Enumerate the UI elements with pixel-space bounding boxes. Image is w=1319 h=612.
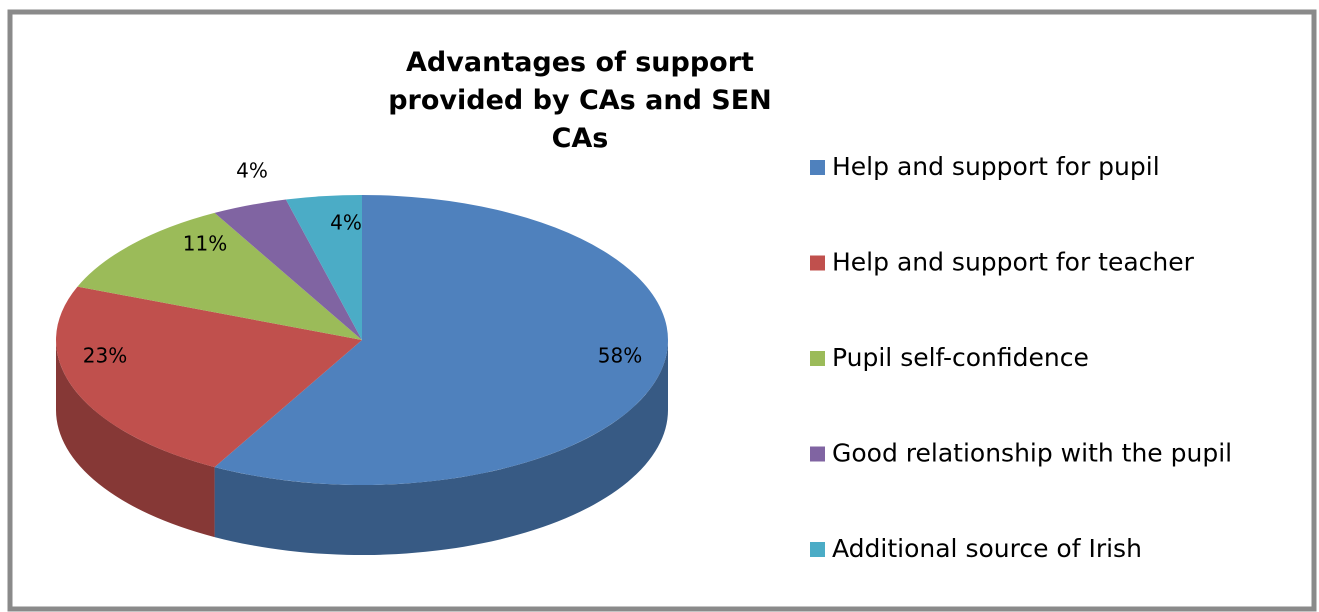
chart-title: Advantages of support provided by CAs an… [388,47,772,154]
data-label: 11% [183,232,227,256]
legend-label: Pupil self-confidence [832,343,1089,372]
pie-slice [285,195,362,340]
legend-swatch [810,542,825,557]
pie-slice [55,286,362,468]
legend-label: Help and support for teacher [832,248,1195,277]
legend-label: Good relationship with the pupil [832,439,1232,468]
pie-slice [214,199,362,340]
legend-swatch [810,160,825,175]
pie-side [214,340,668,555]
legend-swatch [810,255,825,271]
data-label: 23% [83,344,127,368]
pie-slice [214,195,668,485]
legend-label: Help and support for pupil [832,152,1160,181]
data-label: 4% [330,211,362,235]
legend-label: Additional source of Irish [832,534,1142,563]
pie-slice [77,212,362,340]
legend-swatch [810,351,825,366]
legend-swatch [810,446,825,462]
data-label: 4% [236,159,268,183]
pie-side [56,340,215,538]
data-label: 58% [598,344,642,368]
